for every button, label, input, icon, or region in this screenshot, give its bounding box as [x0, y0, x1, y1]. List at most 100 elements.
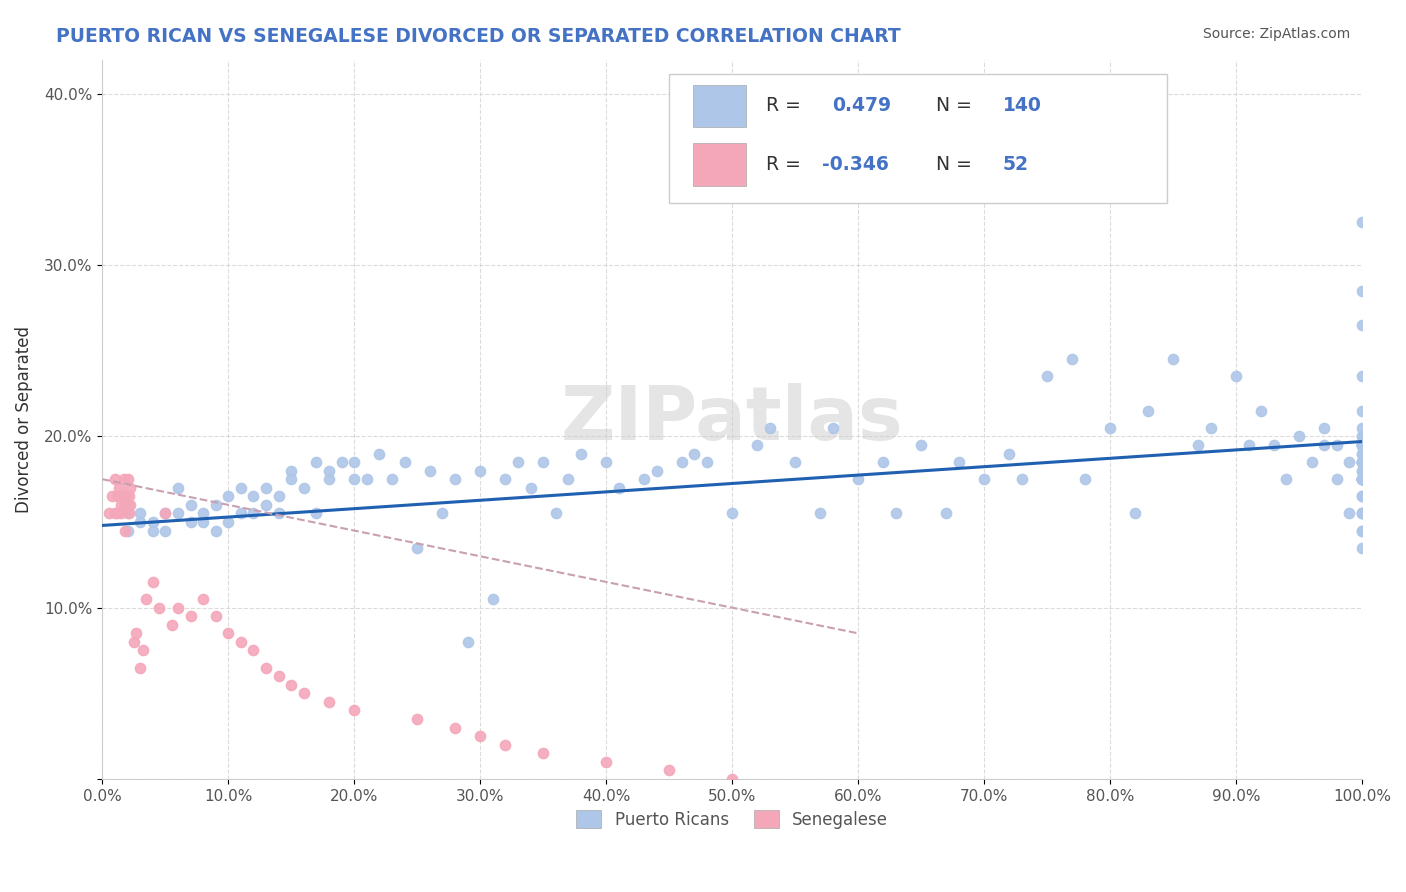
Point — [217, 489, 239, 503]
Point — [1351, 524, 1374, 538]
Point — [1062, 352, 1084, 367]
Point — [1351, 472, 1374, 486]
Point — [457, 635, 479, 649]
Point — [671, 455, 693, 469]
Point — [204, 524, 226, 538]
Point — [1237, 438, 1260, 452]
Point — [167, 481, 190, 495]
Point — [759, 421, 782, 435]
Point — [292, 481, 315, 495]
Point — [129, 507, 152, 521]
Text: 0.479: 0.479 — [832, 96, 891, 115]
Point — [1351, 524, 1374, 538]
Point — [191, 507, 214, 521]
Point — [142, 524, 165, 538]
Point — [1351, 429, 1374, 443]
Point — [142, 574, 165, 589]
FancyBboxPatch shape — [669, 74, 1167, 203]
Point — [1351, 507, 1374, 521]
Point — [1339, 507, 1361, 521]
Point — [191, 515, 214, 529]
Point — [747, 438, 769, 452]
Point — [494, 738, 516, 752]
Point — [1351, 455, 1374, 469]
Point — [229, 635, 252, 649]
Text: R =: R = — [766, 155, 807, 174]
Point — [1351, 541, 1374, 555]
Point — [135, 592, 157, 607]
Point — [1351, 455, 1374, 469]
Point — [494, 472, 516, 486]
Point — [557, 472, 579, 486]
Point — [381, 472, 404, 486]
Point — [108, 489, 131, 503]
Point — [1351, 438, 1374, 452]
Point — [1351, 507, 1374, 521]
Point — [217, 626, 239, 640]
Point — [179, 515, 201, 529]
Point — [1351, 446, 1374, 460]
Point — [267, 489, 290, 503]
Point — [821, 421, 844, 435]
Point — [305, 455, 328, 469]
Point — [1351, 438, 1374, 452]
Point — [142, 515, 165, 529]
Point — [267, 507, 290, 521]
Text: 140: 140 — [1002, 96, 1042, 115]
Point — [292, 686, 315, 700]
Point — [1351, 438, 1374, 452]
Point — [254, 660, 277, 674]
Point — [117, 524, 139, 538]
Point — [846, 789, 869, 803]
Point — [254, 481, 277, 495]
Point — [444, 721, 467, 735]
Point — [506, 455, 529, 469]
Point — [696, 455, 718, 469]
Text: R =: R = — [766, 96, 807, 115]
Text: -0.346: -0.346 — [821, 155, 889, 174]
Point — [482, 592, 505, 607]
Point — [280, 464, 302, 478]
Point — [645, 464, 668, 478]
Point — [318, 464, 340, 478]
Point — [1351, 464, 1374, 478]
Point — [406, 712, 429, 726]
Point — [280, 678, 302, 692]
Point — [419, 464, 441, 478]
Point — [330, 455, 353, 469]
Point — [1351, 455, 1374, 469]
Point — [118, 489, 141, 503]
Point — [229, 507, 252, 521]
Point — [1351, 464, 1374, 478]
Text: 52: 52 — [1002, 155, 1029, 174]
Point — [1351, 472, 1374, 486]
Point — [107, 489, 129, 503]
Point — [1351, 284, 1374, 298]
Point — [432, 507, 454, 521]
Point — [122, 635, 145, 649]
Point — [1099, 421, 1122, 435]
Point — [683, 446, 706, 460]
Point — [1351, 421, 1374, 435]
Point — [1351, 472, 1374, 486]
Point — [470, 464, 492, 478]
Point — [114, 498, 136, 512]
Point — [1351, 507, 1374, 521]
Point — [242, 507, 264, 521]
Point — [595, 755, 617, 769]
Text: N =: N = — [936, 155, 979, 174]
Point — [104, 472, 127, 486]
Point — [1161, 352, 1184, 367]
Point — [884, 507, 907, 521]
Point — [1351, 455, 1374, 469]
Point — [1136, 403, 1159, 417]
Point — [104, 507, 127, 521]
Point — [595, 455, 617, 469]
Point — [167, 507, 190, 521]
Point — [1351, 489, 1374, 503]
Point — [1351, 472, 1374, 486]
Point — [1225, 369, 1247, 384]
Point — [305, 507, 328, 521]
Point — [1351, 318, 1374, 332]
Point — [217, 515, 239, 529]
